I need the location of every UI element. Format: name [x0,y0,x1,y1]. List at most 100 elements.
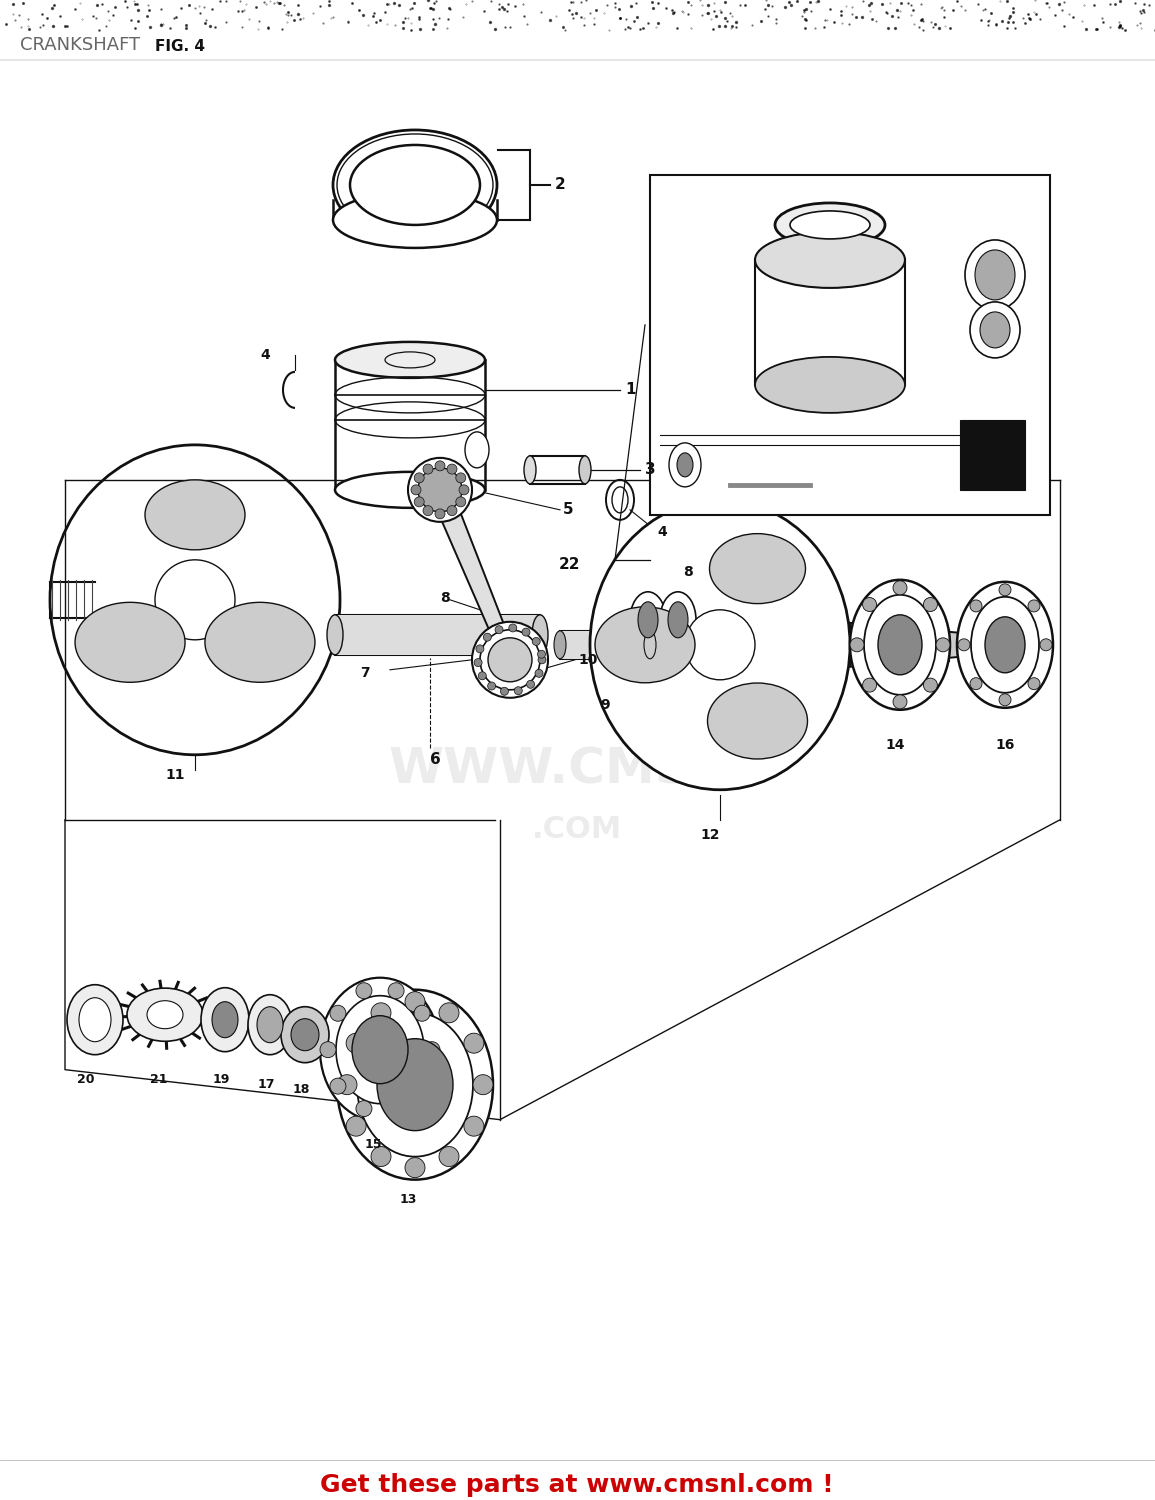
Ellipse shape [75,603,185,682]
Ellipse shape [660,592,696,648]
Text: 16: 16 [994,738,1014,752]
Ellipse shape [408,458,472,522]
Ellipse shape [155,560,234,640]
Bar [295,370,310,410]
Ellipse shape [500,687,508,696]
Ellipse shape [484,633,491,640]
Text: 13: 13 [400,1192,417,1206]
Text: 8: 8 [683,566,693,579]
Ellipse shape [474,658,482,666]
Ellipse shape [1028,600,1040,612]
Text: 15: 15 [365,1138,382,1150]
Text: .COM: .COM [531,816,623,844]
Ellipse shape [456,496,465,507]
Ellipse shape [385,352,435,368]
Ellipse shape [248,994,292,1054]
Ellipse shape [975,251,1015,300]
Text: 20: 20 [77,1072,95,1086]
Ellipse shape [377,1038,453,1131]
Bar [560,632,650,658]
Ellipse shape [405,1158,425,1178]
Ellipse shape [147,1000,182,1029]
Text: 17: 17 [258,1078,276,1090]
Bar [960,420,1024,491]
Ellipse shape [281,1007,329,1062]
Text: WWW.CMSNL: WWW.CMSNL [389,746,766,794]
Ellipse shape [850,580,951,710]
Ellipse shape [1028,678,1040,690]
Ellipse shape [537,650,545,658]
Ellipse shape [936,638,951,652]
Ellipse shape [893,580,907,596]
Ellipse shape [893,694,907,709]
Polygon shape [850,622,960,668]
Text: 10: 10 [578,652,597,668]
Ellipse shape [999,584,1011,596]
Ellipse shape [629,592,666,648]
Ellipse shape [371,1004,392,1023]
Bar [650,176,1050,514]
Ellipse shape [775,202,885,248]
Ellipse shape [677,453,693,477]
Ellipse shape [356,1101,372,1116]
Ellipse shape [535,669,543,678]
Ellipse shape [709,534,805,603]
Ellipse shape [522,628,530,636]
Ellipse shape [579,456,591,484]
Ellipse shape [970,600,982,612]
Text: 8: 8 [440,591,449,604]
Text: 21: 21 [150,1072,167,1086]
Ellipse shape [476,645,484,652]
Text: 22: 22 [559,558,580,573]
Ellipse shape [465,432,489,468]
Text: 3: 3 [644,462,656,477]
Text: 19: 19 [213,1072,230,1086]
Ellipse shape [923,678,938,692]
Text: FIG. 4: FIG. 4 [155,39,204,54]
Ellipse shape [957,582,1053,708]
Ellipse shape [330,1005,346,1022]
Ellipse shape [146,480,245,550]
Ellipse shape [464,1034,484,1053]
Text: Get these parts at www.cmsnl.com !: Get these parts at www.cmsnl.com ! [320,1473,834,1497]
Ellipse shape [291,1019,319,1050]
Ellipse shape [423,506,433,516]
Ellipse shape [708,682,807,759]
Ellipse shape [333,130,497,240]
Ellipse shape [204,603,315,682]
Ellipse shape [335,342,485,378]
Ellipse shape [424,1041,440,1058]
Ellipse shape [79,998,111,1041]
Ellipse shape [415,472,424,483]
Ellipse shape [755,357,906,413]
Ellipse shape [415,496,424,507]
Ellipse shape [755,232,906,288]
Ellipse shape [356,982,372,999]
Ellipse shape [595,608,695,682]
Text: 2: 2 [556,177,566,192]
Ellipse shape [327,615,343,656]
Ellipse shape [474,1074,493,1095]
Ellipse shape [863,597,877,612]
Ellipse shape [478,672,486,680]
Ellipse shape [878,615,922,675]
Ellipse shape [439,1004,459,1023]
Ellipse shape [333,192,497,248]
Ellipse shape [863,678,877,692]
Ellipse shape [357,1013,474,1156]
Text: 1: 1 [625,382,635,398]
Ellipse shape [979,312,1009,348]
Ellipse shape [532,615,547,656]
Ellipse shape [127,988,203,1041]
Ellipse shape [415,1005,430,1022]
Text: CRANKSHAFT: CRANKSHAFT [20,36,140,54]
Ellipse shape [459,484,469,495]
Ellipse shape [554,632,566,658]
Ellipse shape [337,990,493,1179]
Ellipse shape [1040,639,1052,651]
Text: 11: 11 [165,768,185,782]
Ellipse shape [346,1034,366,1053]
Ellipse shape [337,1074,357,1095]
Ellipse shape [638,602,658,638]
Ellipse shape [532,638,541,645]
